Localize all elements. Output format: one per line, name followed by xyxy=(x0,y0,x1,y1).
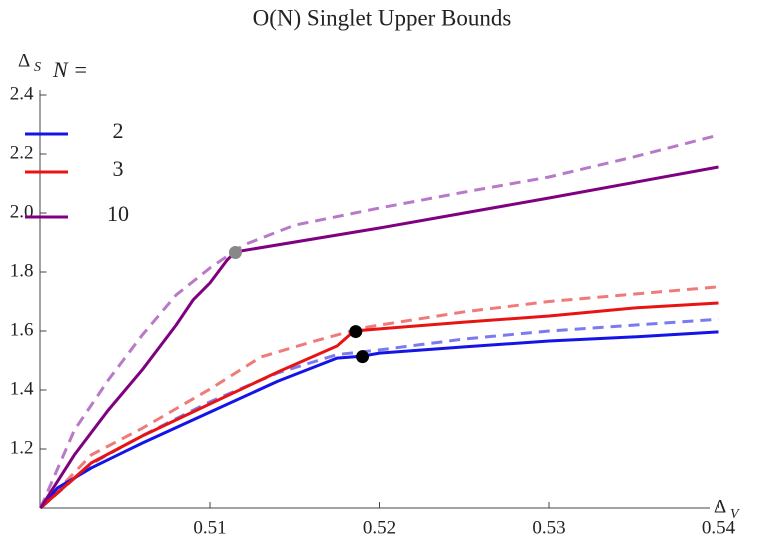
y-tick-label: 2.4 xyxy=(10,83,34,104)
dashed-line xyxy=(39,285,719,510)
y-tick-label: 2.0 xyxy=(10,201,34,222)
legend-label: 2 xyxy=(113,118,124,143)
legend-label: 3 xyxy=(113,156,124,181)
y-tick-label: 1.6 xyxy=(10,319,34,340)
point xyxy=(228,246,242,260)
legend-label: 10 xyxy=(107,201,129,226)
x-axis-label-sub: V xyxy=(730,507,740,522)
legend-title: N = xyxy=(52,57,88,82)
point xyxy=(349,325,363,339)
line xyxy=(39,165,719,509)
x-tick-label: 0.52 xyxy=(363,517,396,538)
y-tick-label: 2.2 xyxy=(10,142,34,163)
dashed-line xyxy=(39,317,719,510)
dashed-line xyxy=(39,133,719,509)
chart-title: O(N) Singlet Upper Bounds xyxy=(253,5,512,30)
y-axis-label: Δ xyxy=(18,50,30,71)
line xyxy=(39,330,719,509)
y-axis-label-sub: S xyxy=(34,60,41,75)
x-tick-label: 0.54 xyxy=(702,517,736,538)
point xyxy=(356,350,370,364)
line xyxy=(39,301,719,510)
x-tick-label: 0.53 xyxy=(532,517,565,538)
y-tick-label: 1.4 xyxy=(10,378,34,399)
y-tick-label: 1.8 xyxy=(10,260,34,281)
x-tick-label: 0.51 xyxy=(193,517,226,538)
y-tick-label: 1.2 xyxy=(10,437,34,458)
x-axis-label: Δ xyxy=(714,496,726,517)
